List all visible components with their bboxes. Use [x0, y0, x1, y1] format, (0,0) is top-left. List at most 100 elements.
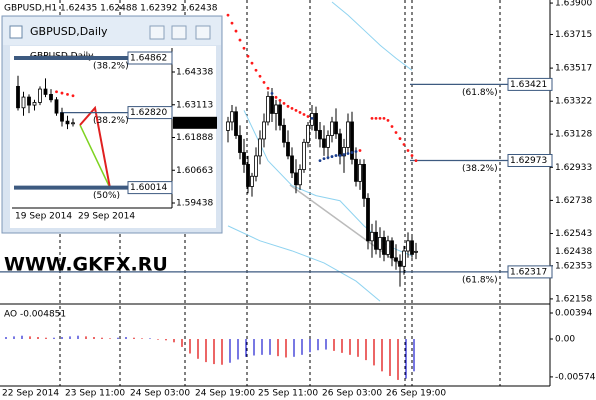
fib-price-box — [127, 51, 173, 65]
x-tick-label: 19 Sep 2014 — [15, 212, 72, 222]
x-tick-label: 25 Sep 11:00 — [258, 389, 318, 399]
candle-body — [16, 85, 20, 109]
y-tick-label: -0.00574 — [555, 372, 596, 382]
candle-body — [242, 152, 246, 165]
sar-dot — [310, 116, 314, 120]
sar-dot — [318, 159, 322, 163]
y-tick-label: 0.00 — [555, 335, 575, 345]
sar-dot — [326, 156, 330, 160]
sar-dot — [238, 38, 242, 42]
candle-body — [262, 121, 266, 140]
candle-body — [394, 257, 398, 262]
sar-dot — [390, 125, 394, 128]
candle-body — [270, 96, 274, 114]
x-tick-label: 24 Sep 19:00 — [195, 389, 255, 399]
sar-dot — [302, 113, 306, 116]
candle-body — [338, 133, 342, 157]
candle-body — [306, 124, 310, 143]
y-tick-label: 1.62738 — [555, 196, 592, 206]
fib-price-label: 1.62317 — [510, 267, 547, 277]
candle-body — [294, 172, 298, 186]
sar-dot — [258, 74, 262, 78]
sar-dot — [342, 153, 346, 156]
sar-dot — [354, 150, 358, 153]
fib-level-label: (61.8%) — [462, 88, 498, 98]
fib-price-box — [507, 77, 553, 91]
sar-dot — [358, 149, 362, 152]
candle-body — [374, 231, 378, 250]
x-tick-label: 24 Sep 03:00 — [130, 389, 190, 399]
candle-body — [21, 96, 26, 109]
sar-dot — [386, 119, 390, 122]
candle-body — [54, 99, 59, 114]
candle-body — [386, 240, 390, 255]
sar-dot — [278, 98, 282, 102]
sar-dot — [338, 154, 342, 157]
y-tick-label: 1.63113 — [176, 100, 213, 110]
candle-body — [334, 121, 338, 135]
sar-dot — [55, 90, 58, 94]
candle-body — [406, 240, 410, 252]
last-price-label: 1.62438 — [555, 247, 592, 257]
maximize-button[interactable] — [171, 25, 187, 40]
sar-dot — [230, 21, 234, 25]
y-tick-label: 1.60663 — [176, 166, 213, 176]
fib-price-label: 1.64862 — [130, 53, 167, 63]
sar-dot — [274, 95, 278, 99]
sar-dot — [330, 155, 334, 158]
last-price-label: 1.62438 — [176, 118, 213, 128]
candle-body — [354, 158, 358, 182]
sar-dot — [394, 131, 398, 134]
candle-body — [358, 163, 362, 182]
sar-dot — [350, 151, 354, 154]
chart-title: GBPUSD,H1 1.62435 1.62488 1.62392 1.6243… — [4, 4, 218, 14]
candle-body — [398, 260, 402, 267]
y-tick-label: 1.63322 — [555, 97, 592, 107]
candle-body — [250, 175, 254, 187]
x-tick-label: 26 Sep 19:00 — [386, 389, 446, 399]
minimize-button[interactable] — [149, 25, 165, 40]
x-tick-label: 29 Sep 2014 — [78, 212, 135, 222]
y-tick-label: 1.63517 — [555, 64, 592, 74]
candle-body — [410, 240, 414, 255]
candle-body — [238, 135, 242, 153]
x-tick-label: 26 Sep 03:00 — [322, 389, 382, 399]
ao-panel: AO -0.004851 0.00394 0.00 -0.00574 — [4, 308, 596, 382]
sar-dot — [294, 108, 298, 112]
sar-dot — [410, 154, 414, 157]
chart-title: GBPUSD,Daily — [30, 25, 108, 38]
candle-body — [38, 88, 42, 103]
last-price-box — [173, 116, 217, 129]
candle-body — [290, 155, 294, 174]
y-tick-label: 1.62158 — [555, 294, 592, 304]
candle-body — [346, 121, 350, 148]
sar-dot — [290, 106, 294, 110]
candle-body — [65, 120, 70, 125]
candle-body — [350, 121, 354, 160]
y-tick-label: 1.62353 — [555, 261, 592, 271]
fib-level-label: (38.2%) — [93, 61, 129, 71]
fib-price-label: 1.63421 — [510, 80, 547, 90]
fib-price-label: 1.60014 — [130, 183, 167, 193]
sar-dot — [226, 13, 230, 17]
candle-body — [362, 163, 366, 199]
sar-dot — [402, 143, 406, 146]
y-tick-label: 1.62543 — [555, 229, 592, 239]
x-tick-label: 22 Sep 2014 — [2, 389, 59, 399]
sar-dot — [242, 46, 246, 50]
close-button[interactable] — [195, 25, 211, 40]
candle-body — [414, 250, 418, 253]
candle-body — [43, 88, 48, 95]
candle-body — [49, 94, 53, 101]
sar-dot — [66, 93, 69, 96]
sar-dot — [306, 115, 310, 118]
fib-price-box — [507, 265, 553, 279]
candle-body — [254, 155, 258, 177]
candle-body — [32, 102, 37, 106]
y-tick-label: 1.62933 — [555, 163, 592, 173]
sar-dot — [406, 149, 410, 152]
sar-dot — [378, 116, 382, 120]
fib-level-label: (38.2%) — [93, 116, 129, 126]
